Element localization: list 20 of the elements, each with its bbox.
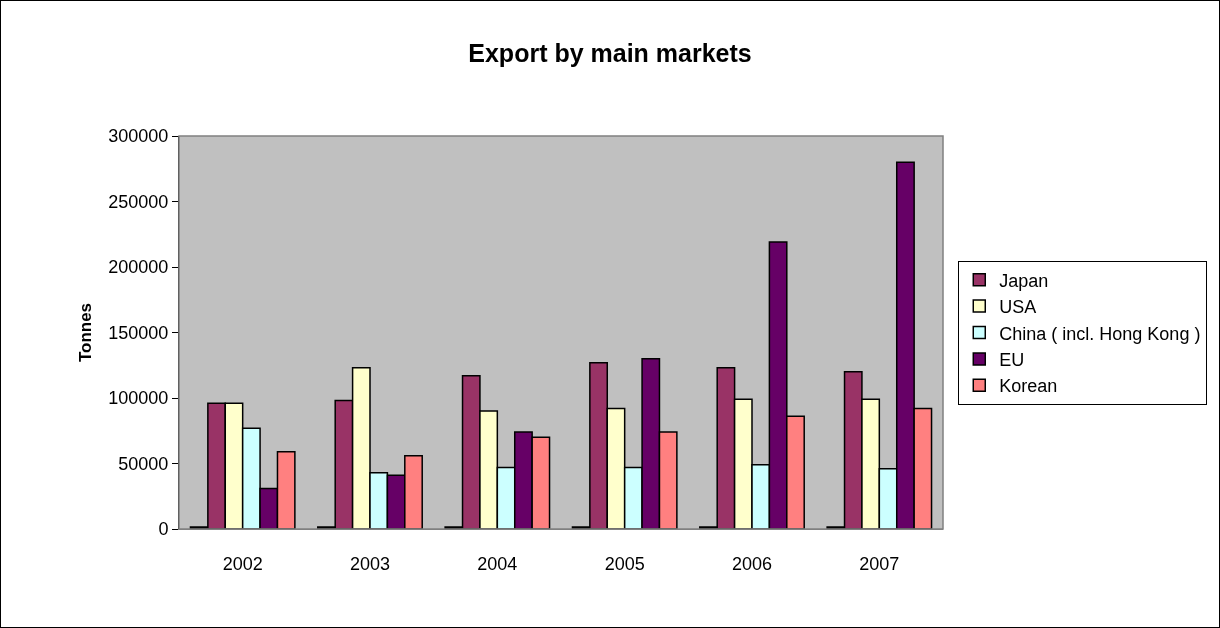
legend-label: EU <box>999 349 1025 370</box>
chart-title: Export by main markets <box>468 39 752 68</box>
y-axis-title: Tonnes <box>75 302 95 363</box>
x-tick-label: 2004 <box>477 553 518 574</box>
y-tick-label: 200000 <box>108 257 169 278</box>
x-tick-label: 2006 <box>731 553 773 574</box>
y-tick-label: 50000 <box>118 453 169 474</box>
y-tick-label: 300000 <box>108 126 169 147</box>
y-tick-label: 150000 <box>108 322 169 343</box>
x-tick-label: 2003 <box>349 553 391 574</box>
x-tick-label: 2007 <box>859 553 900 574</box>
x-tick-label: 2002 <box>222 553 263 574</box>
legend-label: Korean <box>999 376 1058 397</box>
y-tick-label: 250000 <box>108 191 169 212</box>
legend-label: Japan <box>999 270 1049 291</box>
y-tick-label: 100000 <box>108 388 169 409</box>
legend-label: USA <box>999 297 1037 318</box>
x-tick-label: 2005 <box>604 553 645 574</box>
legend-label: China ( incl. Hong Kong ) <box>999 323 1201 344</box>
y-tick-label: 0 <box>158 519 169 540</box>
